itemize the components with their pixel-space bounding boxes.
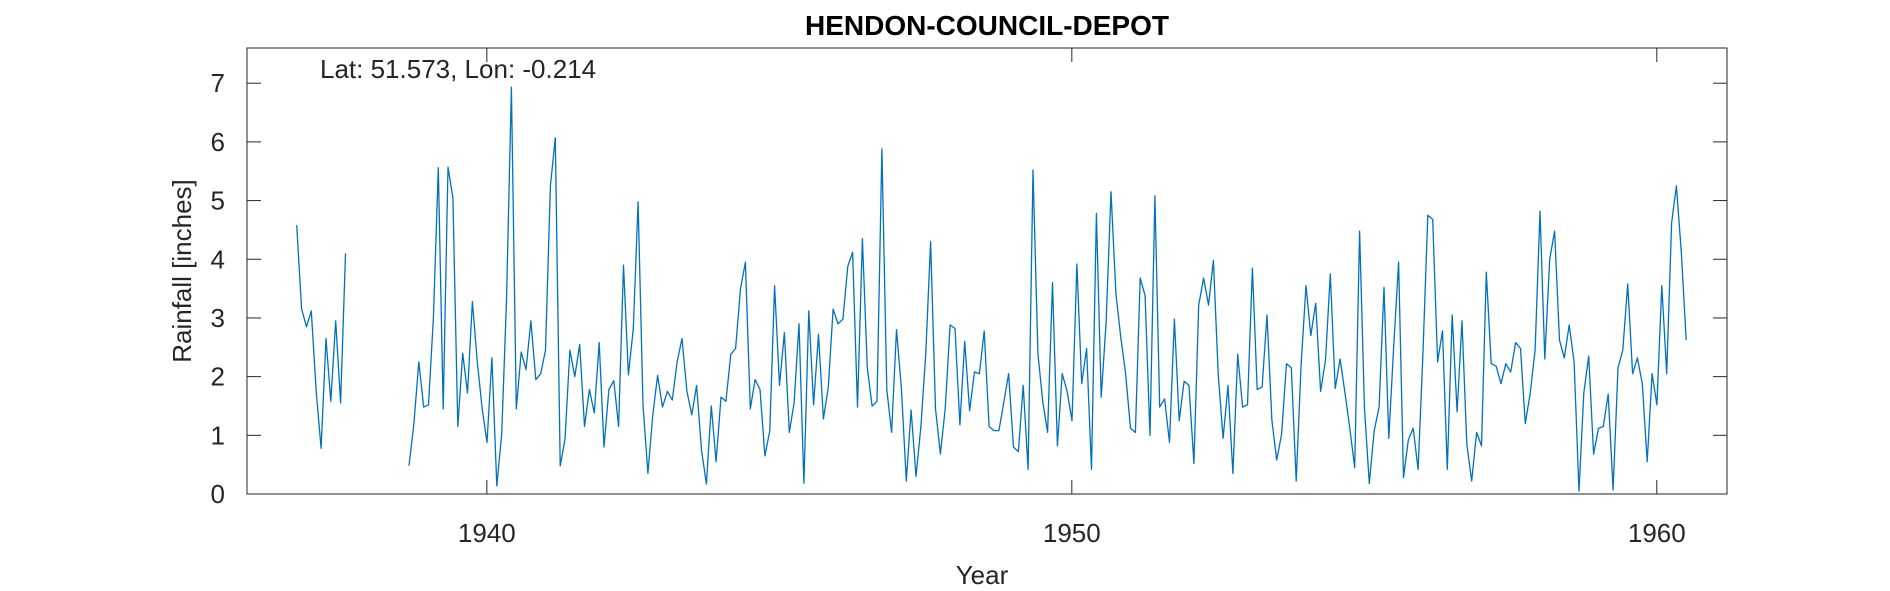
y-tick-label: 1 <box>211 420 225 450</box>
y-tick-label: 0 <box>211 479 225 509</box>
x-tick-label: 1960 <box>1628 518 1686 548</box>
y-tick-label: 3 <box>211 303 225 333</box>
location-annotation: Lat: 51.573, Lon: -0.214 <box>320 54 596 84</box>
y-tick-label: 7 <box>211 68 225 98</box>
y-tick-label: 5 <box>211 186 225 216</box>
rainfall-line-segment-2 <box>408 86 1687 492</box>
x-axis-label: Year <box>956 560 1009 590</box>
x-tick-label: 1940 <box>458 518 516 548</box>
y-tick-label: 6 <box>211 127 225 157</box>
rainfall-series <box>296 86 1687 492</box>
rainfall-line-segment-1 <box>296 225 347 449</box>
y-axis-label: Rainfall [inches] <box>167 179 197 363</box>
y-axis: 0 1 2 3 4 5 6 7 <box>211 68 1727 509</box>
x-tick-label: 1950 <box>1043 518 1101 548</box>
plot-area <box>246 47 1728 495</box>
y-tick-label: 4 <box>211 244 225 274</box>
chart-title: HENDON-COUNCIL-DEPOT <box>805 10 1169 41</box>
y-tick-label: 2 <box>211 362 225 392</box>
x-axis: 1940 1950 1960 <box>458 48 1686 548</box>
